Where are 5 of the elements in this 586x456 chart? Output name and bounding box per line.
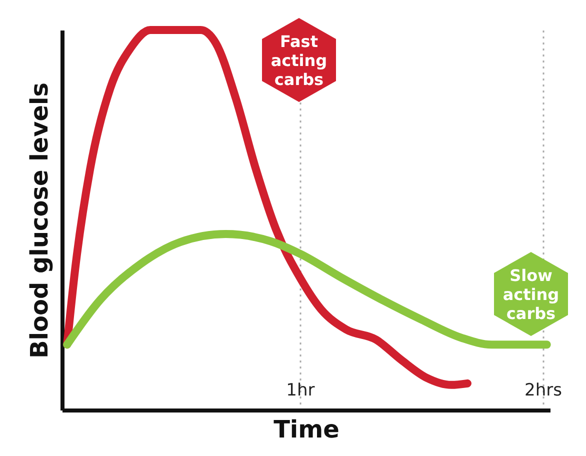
x-axis-title: Time <box>274 416 340 444</box>
series-label: Slow acting carbs <box>502 266 560 322</box>
x-tick-label: 1hr <box>286 380 315 400</box>
y-axis-title: Blood glucose levels <box>26 82 54 359</box>
x-tick-label: 2hrs <box>524 380 562 400</box>
